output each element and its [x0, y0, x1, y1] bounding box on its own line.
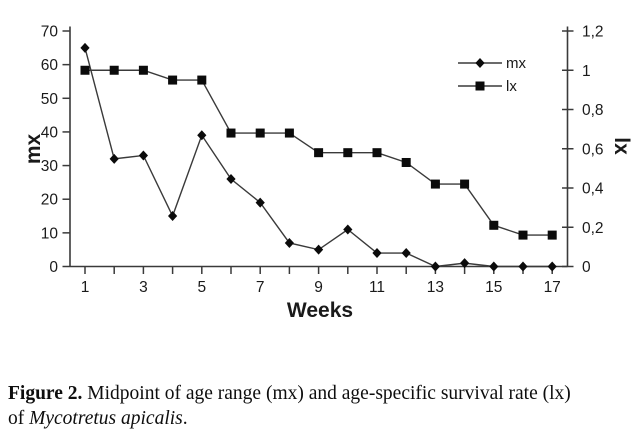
mx-marker [314, 244, 324, 255]
caption-text-line1: Midpoint of age range (mx) and age-speci… [82, 382, 571, 404]
caption-species-name: Mycotretus apicalis [29, 407, 183, 429]
lx-marker [489, 220, 499, 230]
caption-period: . [182, 407, 188, 429]
lx-marker [401, 157, 411, 167]
mx-marker [401, 248, 411, 259]
mx-marker [226, 174, 236, 185]
right-axis-tick-label: 1 [582, 63, 591, 80]
caption-figure-label: Figure 2. [8, 382, 83, 404]
x-axis-tick-label: 5 [197, 279, 206, 296]
mx-legend-marker [475, 58, 485, 68]
lx-marker [168, 75, 178, 85]
lx-marker [109, 65, 119, 75]
lx-marker [343, 148, 353, 158]
mx-marker [372, 248, 382, 259]
lx-legend-marker [475, 81, 485, 91]
right-axis-tick-label: 0 [582, 259, 591, 276]
x-axis-tick-label: 13 [427, 279, 444, 296]
left-axis-tick-label: 30 [41, 158, 59, 175]
x-axis-tick-label: 15 [485, 279, 502, 296]
right-axis-tick-label: 1,2 [582, 24, 604, 41]
x-axis-title: Weeks [287, 299, 353, 322]
mx-marker [284, 237, 294, 248]
mx-marker [518, 261, 528, 272]
left-axis-tick-label: 60 [41, 57, 59, 74]
lx-marker [518, 230, 528, 240]
left-axis-tick-label: 10 [41, 225, 59, 242]
x-axis-tick-label: 11 [369, 279, 385, 296]
lx-marker [80, 65, 90, 75]
mx-marker [138, 150, 148, 161]
left-axis-title: mx [22, 134, 45, 165]
x-axis-tick-label: 17 [544, 279, 561, 296]
lx-legend-label: lx [506, 78, 517, 95]
mx-marker [547, 261, 557, 272]
x-axis-tick-label: 9 [314, 279, 323, 296]
right-axis-title: lx [610, 137, 633, 155]
lx-marker [547, 230, 557, 240]
mx-legend-label: mx [506, 55, 526, 72]
left-axis-tick-label: 70 [41, 24, 59, 41]
right-axis-tick-label: 0,6 [582, 141, 604, 158]
lx-marker [138, 65, 148, 75]
mx-marker [109, 153, 119, 164]
lx-marker [460, 179, 470, 189]
mx-marker [255, 197, 265, 208]
mx-marker [197, 130, 207, 141]
lx-marker [284, 128, 294, 138]
lx-marker [226, 128, 236, 138]
lx-marker [314, 148, 324, 158]
left-axis-tick-label: 40 [41, 124, 59, 141]
mx-marker [460, 258, 470, 269]
mx-marker [80, 42, 90, 53]
lx-marker [430, 179, 440, 189]
mx-marker [430, 261, 440, 272]
figure-caption: Figure 2. Midpoint of age range (mx) and… [8, 381, 638, 431]
x-axis-tick-label: 3 [139, 279, 148, 296]
caption-text-line2: of [8, 407, 30, 429]
left-axis-tick-label: 20 [41, 192, 59, 209]
mx-marker [168, 211, 178, 222]
left-axis-tick-label: 0 [49, 259, 58, 276]
mx-marker [343, 224, 353, 235]
left-axis-tick-label: 50 [41, 91, 59, 108]
x-axis-tick-label: 7 [256, 279, 265, 296]
x-axis-tick-label: 1 [81, 279, 90, 296]
lx-marker [197, 75, 207, 85]
lx-marker [372, 148, 382, 158]
lx-marker [255, 128, 265, 138]
right-axis-tick-label: 0,4 [582, 181, 604, 198]
mx-marker [489, 261, 499, 272]
right-axis-tick-label: 0,2 [582, 220, 604, 237]
right-axis-tick-label: 0,8 [582, 102, 604, 119]
